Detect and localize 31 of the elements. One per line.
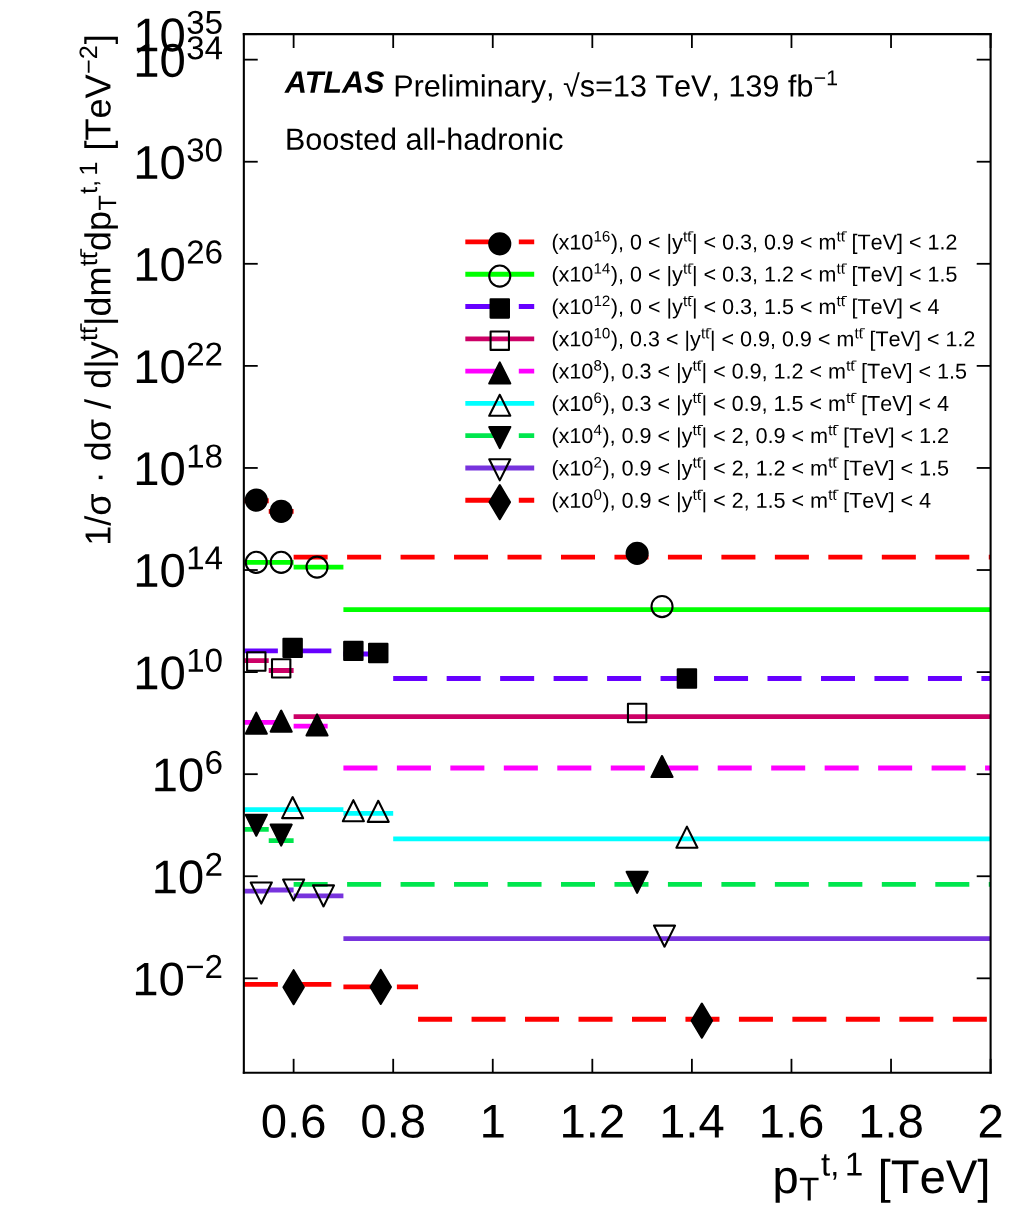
legend-label: (x10$^{16}$), 0 < |y$^{tt̄}$| < 0.3, 0.9 < m$^{tt̄}$ [TeV] < 1.2 [552,230,957,254]
legend-label: (x10$^{4}$), 0.9 < |y$^{tt̄}$| < 2, 0.9 < m$^{tt̄}$ [TeV] < 1.2 [552,424,948,448]
y-tick-label: 10$^{6}$ [155,750,222,792]
annotation: ATLAS [284,71,385,93]
y-tick-label: 10$^{22}$ [136,342,222,384]
y-tick-label: 10$^{30}$ [136,138,222,180]
y-tick-label: 10$^{26}$ [136,240,222,282]
x-tick-label: 1.6 [762,1104,823,1138]
x-tick-label: 1.8 [861,1104,922,1138]
x-tick-label: 1 [483,1105,504,1138]
x-tick-label: 0.6 [262,1104,325,1138]
y-tick-label: 10$^{10}$ [136,648,222,690]
text: 1/σ · dσ / d|y$^{tt̄}$|dm$^{tt̄}$dp$_{T}$$^{t,1}$ [TeV$^{−2}$] [79,36,119,544]
legend-label: (x10$^{14}$), 0 < |y$^{tt̄}$| < 0.3, 1.2 < m$^{tt̄}$ [TeV] < 1.5 [552,263,957,287]
annotation: Boosted all-hadronic [287,127,563,151]
annotation: Preliminary, √s=13 TeV, 139 fb$^{−1}$ [395,70,837,103]
legend-label: (x10$^{12}$), 0 < |y$^{tt̄}$| < 0.3, 1.5 < m$^{tt̄}$ [TeV] < 4 [552,295,939,319]
legend-label: (x10$^{10}$), 0.3 < |y$^{tt̄}$| < 0.9, 0.9 < m$^{tt̄}$ [TeV] < 1.2 [552,327,975,351]
legend-label: (x10$^{8}$), 0.3 < |y$^{tt̄}$| < 0.9, 1.2 < m$^{tt̄}$ [TeV] < 1.5 [552,360,967,384]
legend-label: (x10$^{6}$), 0.3 < |y$^{tt̄}$| < 0.9, 1.5 < m$^{tt̄}$ [TeV] < 4 [552,392,949,416]
x-tick-label: 2 [979,1104,1002,1138]
legend-label: (x10$^{0}$), 0.9 < |y$^{tt̄}$| < 2, 1.5 < m$^{tt̄}$ [TeV] < 4 [552,489,931,513]
y-tick-label: 10$^{−2}$ [135,954,222,996]
legend-label: (x10$^{2}$), 0.9 < |y$^{tt̄}$| < 2, 1.2 < m$^{tt̄}$ [TeV] < 1.5 [552,457,949,481]
y-tick-label: 10$^{14}$ [136,546,223,588]
x-tick-label: 0.8 [362,1104,424,1138]
y-tick-label: 10$^{2}$ [155,852,222,894]
x-axis-title: p$_{T}$$^{t,1}$ [TeV] [775,1152,988,1203]
y-tick-label: 10$^{18}$ [136,444,222,486]
x-tick-label: 1.2 [563,1104,623,1138]
x-tick-label: 1.4 [662,1105,724,1138]
